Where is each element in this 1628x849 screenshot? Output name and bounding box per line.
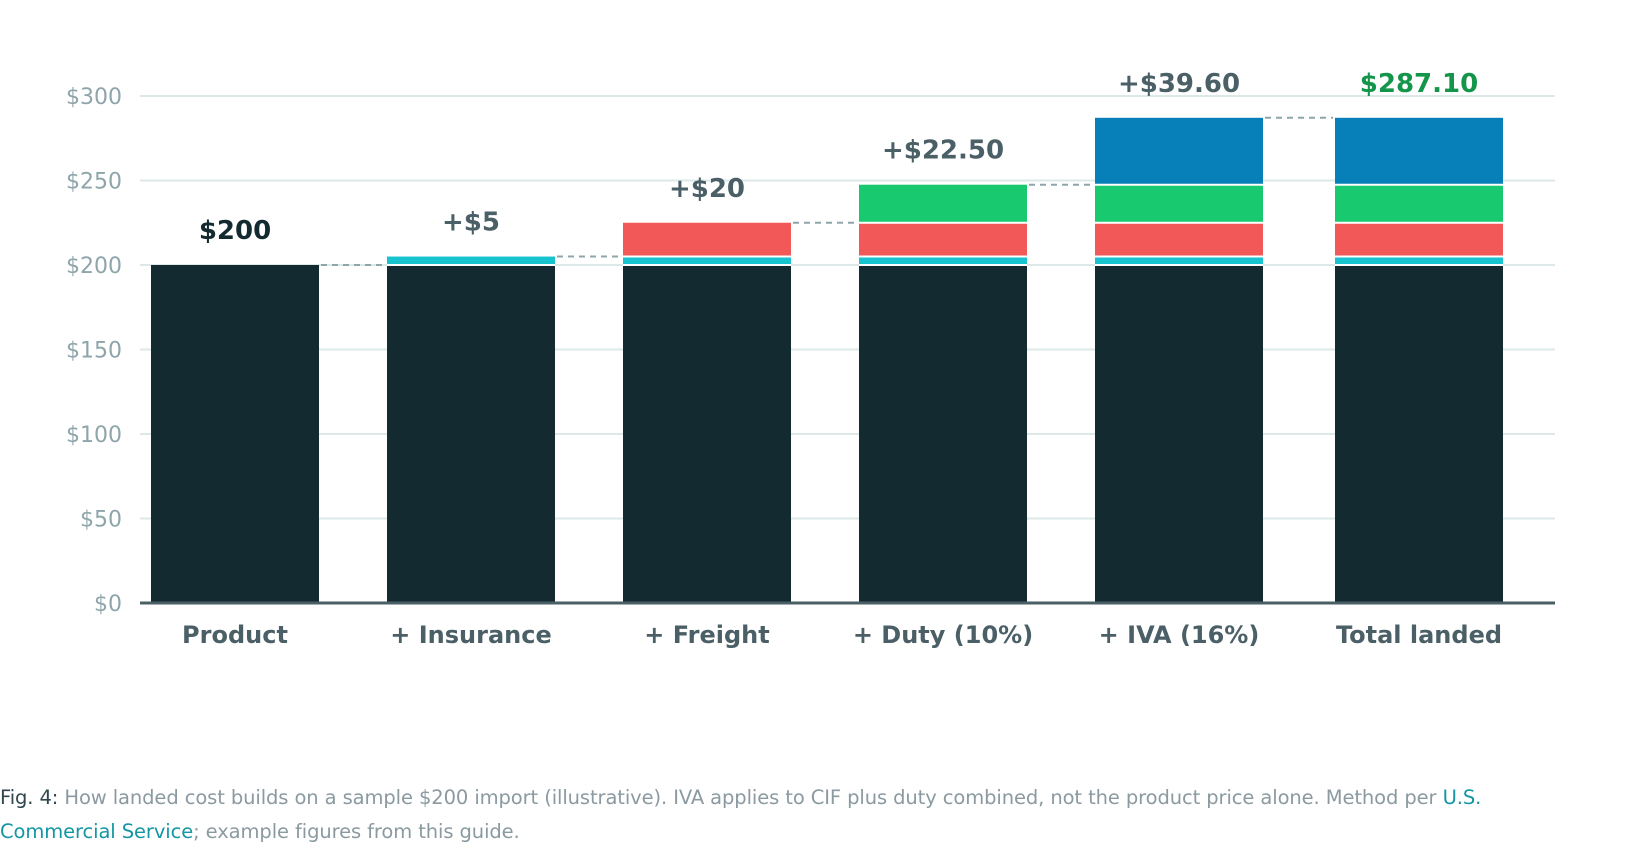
bar-group [1335,117,1503,603]
bar-segment-duty [1095,184,1263,223]
landed-cost-chart: $0 $50 $100 $150 $200 $250 $300 Product + Insur… [66,69,1555,649]
bar-segment-product [623,265,791,603]
caption-tail: ; example figures from this guide. [193,820,520,843]
caption-source-link[interactable]: U.S. Commercial Service [0,786,1482,843]
bar-segment-duty [859,184,1027,223]
bar-value-labels: $200 +$5 +$20 +$22.50 +$39.60 $287.10 [199,69,1478,246]
bar-segment-product [1335,265,1503,603]
bar-value-label: $200 [199,216,271,246]
bar-segment-insurance [859,256,1027,265]
bar-segment-freight [623,222,791,257]
bar-value-label: $287.10 [1360,69,1478,99]
x-category-label: + IVA (16%) [1099,621,1260,649]
bar-segment-product [151,265,319,603]
caption-text: How landed cost builds on a sample $200 … [58,786,1443,809]
x-category-label: + Insurance [390,621,551,649]
bar-segment-product [859,265,1027,603]
x-category-label: + Duty (10%) [853,621,1033,649]
bars [151,117,1503,603]
connector-lines [321,116,1333,266]
bar-group [1095,117,1263,603]
y-tick-label: $250 [66,170,122,195]
bar-value-label: +$20 [669,174,745,204]
y-tick-label: $300 [66,85,122,110]
bar-group [623,222,791,603]
y-tick-label: $0 [94,592,122,617]
bar-segment-iva [1095,117,1263,185]
bar-group [859,184,1027,603]
y-tick-label: $200 [66,254,122,279]
y-axis-tick-labels: $0 $50 $100 $150 $200 $250 $300 [66,85,122,617]
y-tick-label: $50 [80,508,122,533]
bar-group [151,265,319,603]
bar-value-label: +$39.60 [1118,69,1240,99]
bar-segment-product [387,265,555,603]
bar-segment-insurance [623,256,791,265]
bar-value-label: +$5 [442,208,500,238]
bar-segment-freight [859,222,1027,257]
bar-segment-insurance [387,256,555,265]
x-category-label: Total landed [1336,621,1502,649]
grid-lines [140,95,1555,520]
bar-segment-insurance [1095,256,1263,265]
bar-segment-iva [1335,117,1503,185]
y-tick-label: $150 [66,339,122,364]
bar-segment-product [1095,265,1263,603]
figure-caption: Fig. 4: How landed cost builds on a samp… [0,781,1600,849]
bar-segment-insurance [1335,256,1503,265]
bar-value-label: +$22.50 [882,136,1004,166]
bar-group [387,256,555,603]
bar-segment-freight [1335,222,1503,257]
bar-segment-duty [1335,184,1503,223]
y-tick-label: $100 [66,423,122,448]
caption-fig-label: Fig. 4: [0,786,59,809]
x-category-label: Product [182,621,288,649]
x-axis-category-labels: Product + Insurance + Freight + Duty (10%) +… [182,621,1502,649]
x-category-label: + Freight [644,621,769,649]
bar-segment-freight [1095,222,1263,257]
